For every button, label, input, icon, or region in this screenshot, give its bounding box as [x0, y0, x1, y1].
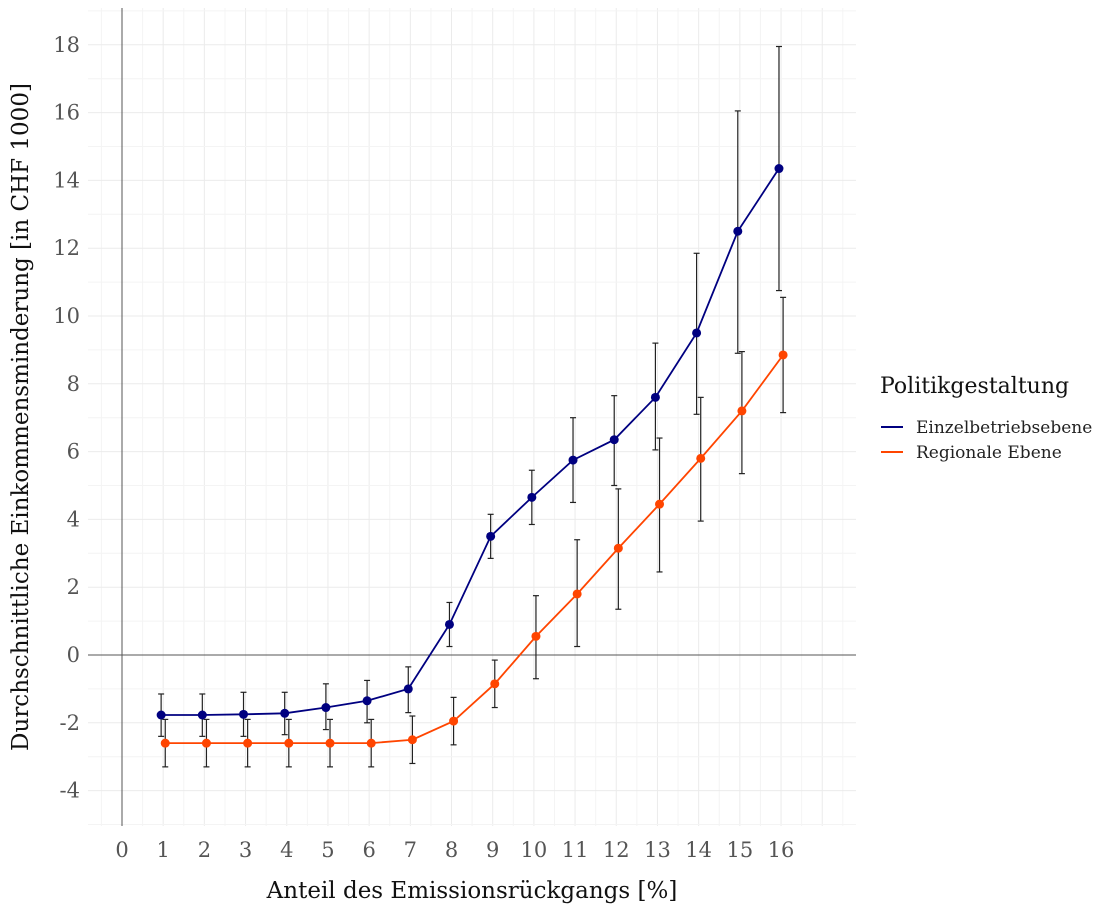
- data-point: [650, 392, 660, 402]
- axes: [88, 8, 856, 826]
- series-lines: [161, 168, 784, 745]
- x-tick-label: 16: [768, 838, 795, 862]
- x-tick-label: 6: [362, 838, 375, 862]
- series-line-1: [165, 354, 784, 745]
- data-point: [737, 406, 747, 416]
- data-point: [613, 543, 623, 553]
- y-tick-label: 14: [53, 168, 80, 192]
- data-point: [156, 710, 166, 720]
- data-point: [490, 679, 500, 689]
- data-point: [609, 435, 619, 445]
- data-point: [407, 735, 417, 745]
- data-point: [201, 738, 211, 748]
- data-point: [568, 455, 578, 465]
- data-point: [321, 703, 331, 713]
- data-point: [362, 696, 372, 706]
- y-tick-label: 18: [53, 33, 80, 57]
- y-tick-label: 0: [67, 643, 80, 667]
- data-point: [243, 738, 253, 748]
- x-tick-label: 0: [115, 838, 128, 862]
- data-point: [572, 589, 582, 599]
- x-tick-label: 4: [280, 838, 293, 862]
- data-point: [696, 453, 706, 463]
- y-tick-label: 16: [53, 101, 80, 125]
- y-tick-label: 12: [53, 236, 80, 260]
- series-line-0: [161, 168, 780, 716]
- x-tick-label: 8: [445, 838, 458, 862]
- x-tick-label: 10: [521, 838, 548, 862]
- x-tick-label: 14: [685, 838, 712, 862]
- data-point: [692, 328, 702, 338]
- x-axis-label: Anteil des Emissionsrückgangs [%]: [266, 878, 678, 904]
- x-tick-label: 12: [603, 838, 630, 862]
- x-tick-label: 3: [239, 838, 252, 862]
- x-tick-label: 5: [321, 838, 334, 862]
- data-point: [774, 164, 784, 174]
- x-tick-label: 1: [157, 838, 170, 862]
- data-point: [655, 499, 665, 509]
- y-tick-label: 6: [67, 440, 80, 464]
- legend: Politikgestaltung Einzelbetriebsebene Re…: [880, 374, 1092, 463]
- data-point: [444, 619, 454, 629]
- y-tick-label: -2: [60, 711, 80, 735]
- data-point: [403, 684, 413, 694]
- grid: [88, 8, 856, 826]
- x-tick-label: 13: [644, 838, 671, 862]
- data-point: [239, 709, 249, 719]
- legend-title: Politikgestaltung: [880, 374, 1069, 399]
- y-tick-label: 10: [53, 304, 80, 328]
- data-point: [280, 708, 290, 718]
- legend-label-einzelbetriebsebene: Einzelbetriebsebene: [916, 418, 1092, 438]
- data-points: [156, 164, 788, 748]
- y-tick-label: -4: [60, 779, 80, 803]
- tick-labels: 0 1 2 3 4 5 6 7 8 9 10 11 12 13 14 15 16-4-2024681012141…: [53, 33, 794, 862]
- data-point: [325, 738, 335, 748]
- y-axis-label: Durchschnittliche Einkommensminderung [i…: [8, 83, 34, 751]
- x-tick-label: 9: [486, 838, 499, 862]
- data-point: [197, 710, 207, 720]
- data-point: [527, 492, 537, 502]
- data-point: [778, 350, 788, 360]
- data-point: [160, 738, 170, 748]
- data-point: [531, 631, 541, 641]
- data-point: [284, 738, 294, 748]
- legend-label-regionale-ebene: Regionale Ebene: [916, 443, 1062, 463]
- data-point: [449, 716, 459, 726]
- y-tick-label: 4: [67, 507, 80, 531]
- x-tick-label: 7: [404, 838, 417, 862]
- y-tick-label: 8: [67, 372, 80, 396]
- x-tick-label: 11: [562, 838, 589, 862]
- x-tick-label: 15: [726, 838, 753, 862]
- data-point: [366, 738, 376, 748]
- x-tick-label: 2: [198, 838, 211, 862]
- data-point: [733, 226, 743, 236]
- data-point: [486, 531, 496, 541]
- y-tick-label: 2: [67, 575, 80, 599]
